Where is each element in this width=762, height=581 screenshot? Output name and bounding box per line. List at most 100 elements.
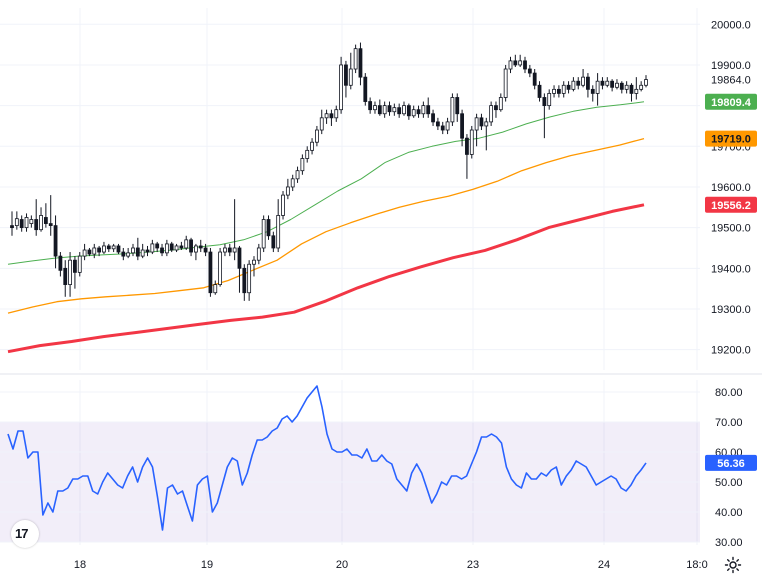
sma-value-tag xyxy=(705,93,757,110)
candle-body xyxy=(126,252,131,257)
candle-body xyxy=(358,48,363,78)
candle-body xyxy=(527,68,532,74)
candle-body xyxy=(184,239,189,249)
candle-body xyxy=(213,284,218,294)
candle-body xyxy=(160,247,164,254)
candle-body xyxy=(73,259,77,273)
candle-body xyxy=(315,129,319,143)
candle-body xyxy=(121,251,126,257)
candle-body xyxy=(474,117,479,131)
rsi-tick-label: 80.00 xyxy=(715,387,743,399)
candle-body xyxy=(537,84,542,98)
rsi-value-tag xyxy=(705,454,757,471)
candle-body xyxy=(556,88,561,94)
candle-body xyxy=(48,223,53,227)
candle-body xyxy=(24,217,29,229)
candle-body xyxy=(29,219,34,224)
y-tick-label: 19600.0 xyxy=(711,182,751,194)
candle-body xyxy=(421,105,426,115)
candle-body xyxy=(276,215,281,249)
candle-body xyxy=(610,80,615,88)
y-tick-label: 19300.0 xyxy=(711,304,751,316)
candle-body xyxy=(518,60,523,66)
candle-body xyxy=(339,64,343,111)
candle-body xyxy=(232,247,237,253)
candle-body xyxy=(300,158,305,172)
ema-value-tag xyxy=(705,130,757,147)
candle-body xyxy=(281,194,285,216)
candle-body xyxy=(198,245,203,249)
candle-body xyxy=(155,243,160,249)
candle-body xyxy=(605,80,610,86)
candle-body xyxy=(97,247,102,253)
candle-body xyxy=(571,80,576,90)
candle-body xyxy=(615,82,619,88)
candle-body xyxy=(469,129,474,155)
candle-body xyxy=(508,60,513,70)
candle-body xyxy=(237,247,242,269)
candle-body xyxy=(242,267,247,294)
rsi-tick-label: 50.00 xyxy=(715,477,743,489)
candle-body xyxy=(445,121,450,131)
candle-body xyxy=(387,105,392,113)
candle-body xyxy=(252,259,256,265)
logo-text: 17 xyxy=(15,526,29,541)
y-tick-label: 19400.0 xyxy=(711,263,751,275)
candle-body xyxy=(460,113,464,139)
candle-body xyxy=(629,84,634,94)
candle-body xyxy=(256,247,261,261)
y-tick-label: 19900.0 xyxy=(711,60,751,72)
candle-body xyxy=(479,117,484,127)
candle-body xyxy=(561,84,566,94)
rsi-tick-label: 70.00 xyxy=(715,417,743,429)
candle-body xyxy=(542,97,547,107)
candle-body xyxy=(348,68,353,86)
y-tick-label: 19200.0 xyxy=(711,345,751,357)
candle-body xyxy=(484,121,489,127)
candle-body xyxy=(329,113,334,119)
tradingview-logo-icon[interactable]: 17 xyxy=(11,520,39,548)
candle-body xyxy=(106,245,111,250)
candle-body xyxy=(39,215,43,231)
candle-body xyxy=(145,249,150,253)
candle-body xyxy=(58,255,63,271)
candle-body xyxy=(194,245,198,253)
candle-body xyxy=(440,125,445,131)
candle-body xyxy=(290,178,295,188)
sma-value-tag-text: 19809.4 xyxy=(711,97,752,109)
candle-body xyxy=(382,105,387,115)
y-tick-label: 19500.0 xyxy=(711,223,751,235)
candle-body xyxy=(416,109,421,115)
candle-body xyxy=(310,141,314,151)
candle-body xyxy=(489,105,494,123)
candle-body xyxy=(406,105,411,117)
candle-body xyxy=(426,105,431,115)
candle-body xyxy=(43,217,48,224)
candle-body xyxy=(344,64,348,86)
candle-body xyxy=(397,107,402,115)
candle-body xyxy=(581,76,585,86)
candle-body xyxy=(111,245,116,250)
rsi-tick-label: 40.00 xyxy=(715,507,743,519)
candle-body xyxy=(203,247,208,253)
candle-body xyxy=(208,251,213,294)
candle-body xyxy=(19,219,24,229)
candle-body xyxy=(218,251,223,285)
moving-average-line xyxy=(7,203,645,354)
candle-body xyxy=(392,107,397,113)
gear-icon[interactable] xyxy=(724,556,742,574)
moving-average-line xyxy=(7,101,645,265)
x-tick-label: 18 xyxy=(74,559,86,571)
candle-body xyxy=(634,88,639,94)
long-ma-value-tag xyxy=(705,196,757,213)
candle-body xyxy=(131,247,135,254)
candle-body xyxy=(600,80,605,86)
candle-body xyxy=(169,243,174,251)
candle-body xyxy=(68,259,72,285)
long-ma-value-tag-text: 19556.2 xyxy=(711,200,751,212)
candle-body xyxy=(363,76,368,102)
candle-body xyxy=(624,84,629,90)
candle-body xyxy=(368,101,373,111)
candle-body xyxy=(150,243,155,253)
